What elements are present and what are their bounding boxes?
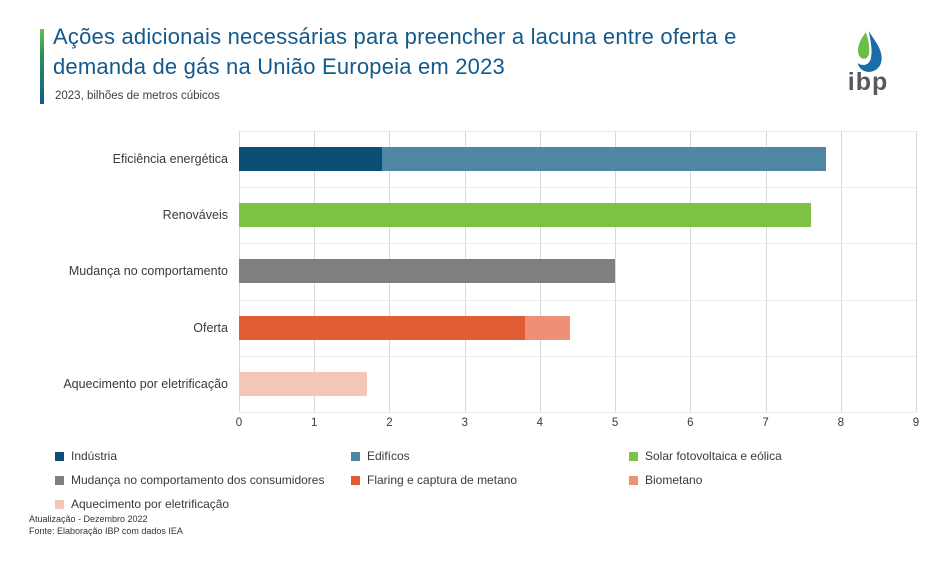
- legend-swatch-icon: [55, 475, 64, 485]
- legend-item: Indústria: [55, 444, 351, 468]
- bar-segment: [524, 315, 570, 340]
- h-gridline: [239, 187, 916, 189]
- x-tick-label: 1: [311, 417, 318, 429]
- x-tick-label: 4: [536, 417, 544, 429]
- h-gridline: [239, 412, 916, 413]
- x-tick-label: 7: [762, 417, 769, 429]
- h-gridline: [239, 299, 916, 301]
- legend-label: Flaring e captura de metano: [367, 473, 518, 487]
- legend-item: Flaring e captura de metano: [351, 468, 629, 492]
- bar-segment: [381, 147, 826, 172]
- bar-segment: [239, 259, 616, 284]
- ibp-logo-text: ibp: [847, 68, 889, 96]
- footer-source-note: Fonte: Elaboração IBP com dados IEA: [29, 526, 183, 536]
- legend-swatch-icon: [351, 451, 360, 461]
- v-gridline: [765, 131, 767, 412]
- legend-label: Edifícos: [367, 449, 410, 463]
- legend-label: Aquecimento por eletrificação: [71, 497, 230, 511]
- page-title: Ações adicionais necessárias para preenc…: [53, 24, 737, 79]
- category-label: Eficiência energética: [112, 152, 228, 167]
- legend-swatch-icon: [55, 451, 64, 461]
- category-label: Oferta: [193, 320, 228, 335]
- bar-track: [239, 371, 916, 396]
- legend-label: Solar fotovoltaica e eólica: [645, 449, 782, 463]
- x-axis: 0 1 2 3 4 5 6 7 8 9: [235, 417, 920, 433]
- category-label: Aquecimento por eletrificação: [63, 376, 228, 391]
- x-tick-label: 5: [611, 417, 619, 429]
- bar-track: [239, 147, 916, 172]
- legend-item: Mudança no comportamento dos consumidore…: [55, 468, 351, 492]
- plot-area: [239, 131, 917, 413]
- bar-segment: [239, 315, 525, 340]
- legend-item: Edifícos: [351, 444, 629, 468]
- footer: Atualização - Dezembro 2022 Fonte: Elabo…: [29, 513, 183, 537]
- page-subtitle: 2023, bilhões de metros cúbicos: [55, 90, 220, 102]
- bar-row: [239, 243, 916, 299]
- legend-label: Mudança no comportamento dos consumidore…: [71, 473, 325, 487]
- legend-swatch-icon: [629, 475, 638, 485]
- x-tick-label: 9: [912, 417, 920, 429]
- bar-segment: [239, 371, 367, 396]
- legend-swatch-icon: [351, 475, 360, 485]
- x-tick-label: 8: [837, 417, 844, 429]
- v-gridline: [615, 131, 617, 412]
- ibp-logo: ibp: [836, 28, 900, 96]
- x-tick-label: 3: [461, 417, 468, 429]
- legend-label: Biometano: [645, 473, 703, 487]
- bar-segment: [239, 147, 382, 172]
- bar-row: [239, 356, 916, 412]
- bar-track: [239, 259, 916, 284]
- v-gridline: [840, 131, 842, 412]
- h-gridline: [239, 355, 916, 357]
- bar-row: [239, 131, 916, 187]
- footer-update-note: Atualização - Dezembro 2022: [29, 514, 148, 524]
- legend-item: Biometano: [629, 468, 919, 492]
- legend-item: Aquecimento por eletrificação: [55, 492, 351, 516]
- bar-row: [239, 187, 916, 243]
- legend: Indústria Edifícos Solar fotovoltaica e eó…: [55, 444, 919, 516]
- ibp-drop-icon: [857, 30, 882, 72]
- bar-track: [239, 203, 916, 228]
- bar-row: [239, 300, 916, 356]
- v-gridline: [916, 131, 917, 412]
- category-label: Renováveis: [162, 208, 228, 223]
- x-tick-label: 0: [235, 417, 243, 429]
- bar-track: [239, 315, 916, 340]
- title-accent-bar: [40, 29, 44, 104]
- x-tick-label: 2: [386, 417, 393, 429]
- category-label: Mudança no comportamento: [68, 264, 228, 279]
- v-gridline: [690, 131, 692, 412]
- legend-swatch-icon: [55, 499, 64, 509]
- legend-swatch-icon: [629, 451, 638, 461]
- h-gridline: [239, 243, 916, 245]
- legend-label: Indústria: [71, 449, 118, 463]
- legend-item: Solar fotovoltaica e eólica: [629, 444, 919, 468]
- category-axis: Eficiência energética Renováveis Mudança n…: [0, 131, 228, 412]
- bar-segment: [239, 203, 811, 228]
- x-tick-label: 6: [687, 417, 694, 429]
- h-gridline: [239, 131, 916, 132]
